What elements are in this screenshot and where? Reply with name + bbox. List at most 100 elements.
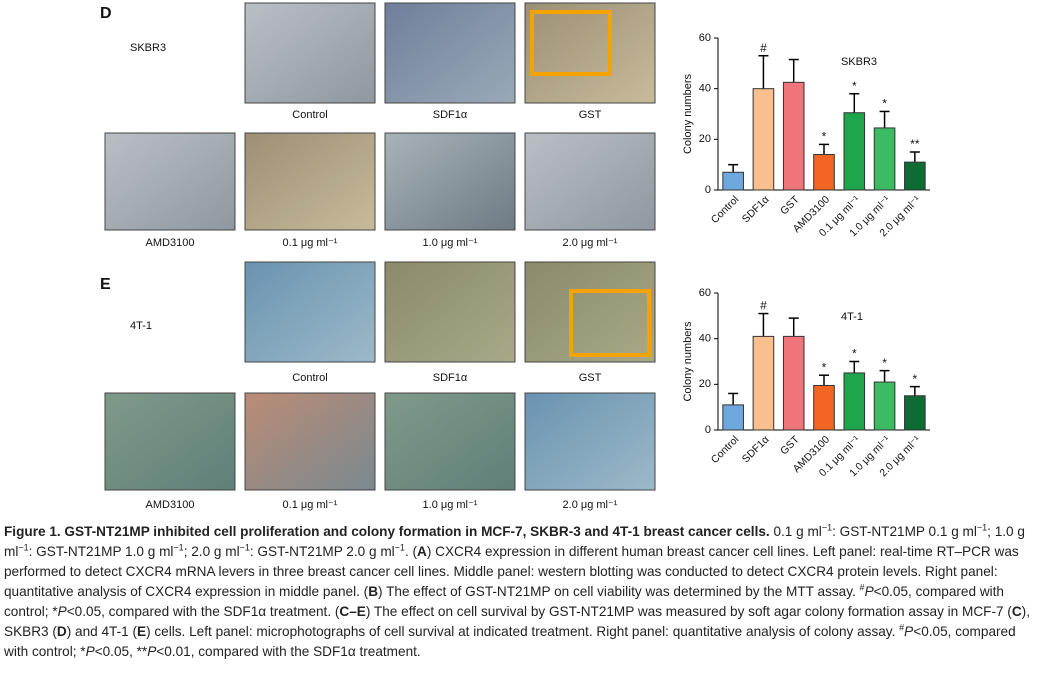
caption-bold: E (136, 624, 147, 639)
bar (904, 161, 926, 191)
photo (384, 261, 516, 363)
caption-text: <0.05, compared with control; * (4, 584, 1004, 619)
annotation: * (882, 356, 887, 370)
cell-line: SKBR3 (130, 42, 166, 54)
caption-sup: # (899, 622, 905, 633)
photo-label: Control (292, 109, 327, 121)
caption-text: <0.05, ** (94, 644, 148, 659)
caption-italic: P (147, 644, 157, 659)
bar (752, 335, 775, 431)
photo (244, 261, 376, 363)
photo-label: 0.1 μg ml⁻¹ (283, 237, 338, 249)
y-tick-label: 60 (699, 32, 711, 44)
caption-text: ; 2.0 g ml (183, 544, 240, 559)
highlight-box (530, 10, 612, 76)
caption-bold: B (368, 584, 379, 599)
caption-italic: P (864, 584, 874, 599)
photo (524, 2, 656, 104)
caption-text: ) cells. Left panel: microphotographs of… (146, 624, 900, 639)
caption-text: : GST-NT21MP 2.0 g ml (249, 544, 395, 559)
bar (873, 381, 896, 431)
photo (384, 132, 516, 231)
x-tick-label: Control (709, 434, 741, 466)
photo (384, 392, 516, 491)
photo (384, 2, 516, 104)
caption-text: ), SKBR3 ( (4, 604, 1030, 639)
bar (722, 171, 744, 191)
x-tick-label: SDF1α (740, 194, 772, 226)
photo-label: 1.0 μg ml⁻¹ (423, 499, 478, 511)
cell-line: 4T-1 (130, 320, 152, 332)
photo-label: AMD3100 (146, 499, 195, 511)
x-tick-label: GST (778, 193, 802, 217)
y-tick-label: 0 (705, 424, 711, 436)
x-tick-label: SDF1α (740, 434, 772, 466)
caption-text: : GST-NT21MP 0.1 g ml (832, 524, 977, 539)
chart-label: SKBR3 (841, 56, 877, 68)
chart-label: 4T-1 (841, 311, 863, 323)
bar (904, 395, 926, 431)
caption-text: : GST-NT21MP 1.0 g ml (28, 544, 174, 559)
annotation: * (913, 372, 918, 386)
bar (813, 384, 835, 431)
bar (722, 404, 744, 431)
annotation: * (822, 360, 827, 374)
y-tick-label: 0 (705, 184, 711, 196)
y-tick-label: 40 (699, 83, 711, 95)
annotation: # (760, 41, 767, 55)
y-tick-label: 20 (699, 133, 711, 145)
caption-text: . ( (404, 544, 418, 559)
caption-sup: −1 (18, 542, 29, 553)
caption-bold: A (417, 544, 427, 559)
bar (873, 127, 896, 191)
photos-e (104, 261, 656, 491)
photo-label: SDF1α (433, 109, 468, 121)
caption-sup: −1 (239, 542, 250, 553)
photo (104, 392, 236, 491)
annotation: ** (910, 137, 920, 151)
caption-text: <0.05, compared with the SDF1α treatment… (66, 604, 340, 619)
y-tick-label: 20 (699, 378, 711, 390)
caption-sup: −1 (976, 522, 988, 533)
panel-letter: E (100, 276, 111, 293)
caption-text: <0.05, compared with control; * (4, 624, 1016, 659)
photo (244, 392, 376, 491)
photo-label: 1.0 μg ml⁻¹ (423, 237, 478, 249)
caption-sup: −1 (821, 522, 833, 533)
y-tick-label: 40 (699, 333, 711, 345)
photo-label: 0.1 μg ml⁻¹ (283, 499, 338, 511)
caption-text: ) The effect of GST-NT21MP on cell viabi… (378, 584, 860, 599)
caption-italic: P (904, 624, 914, 639)
bar (813, 154, 835, 191)
photo-label: Control (292, 372, 327, 384)
caption-text: ) CXCR4 expression in different human br… (4, 544, 1019, 599)
photo-label: GST (579, 372, 602, 384)
photo (524, 392, 656, 491)
annotation: * (852, 347, 857, 361)
photo-label: 2.0 μg ml⁻¹ (563, 499, 618, 511)
x-tick-label: GST (778, 433, 802, 457)
bar (843, 372, 866, 431)
caption-text: <0.01, compared with the SDF1α treatment… (156, 644, 421, 659)
caption-title: Figure 1. GST-NT21MP inhibited cell prol… (4, 524, 770, 539)
caption-bold: C (1011, 604, 1022, 619)
annotation: # (760, 299, 767, 313)
photos-d (104, 2, 656, 231)
y-axis-label: Colony numbers (682, 321, 694, 402)
caption-sup: −1 (173, 542, 184, 553)
highlight-box (569, 289, 651, 357)
photo (244, 132, 376, 231)
caption-italic: P (57, 604, 67, 619)
caption-bold: D (56, 624, 67, 639)
photo-label: SDF1α (433, 372, 468, 384)
photo (104, 132, 236, 231)
annotation: * (882, 97, 887, 111)
bar (843, 112, 866, 191)
caption-text: ) The effect on cell survival by GST-NT2… (365, 604, 1012, 619)
caption-italic: P (85, 644, 95, 659)
bar (782, 81, 805, 191)
bar (752, 88, 775, 191)
panel-letter: D (100, 5, 112, 22)
caption-text: ) and 4T-1 ( (66, 624, 137, 639)
